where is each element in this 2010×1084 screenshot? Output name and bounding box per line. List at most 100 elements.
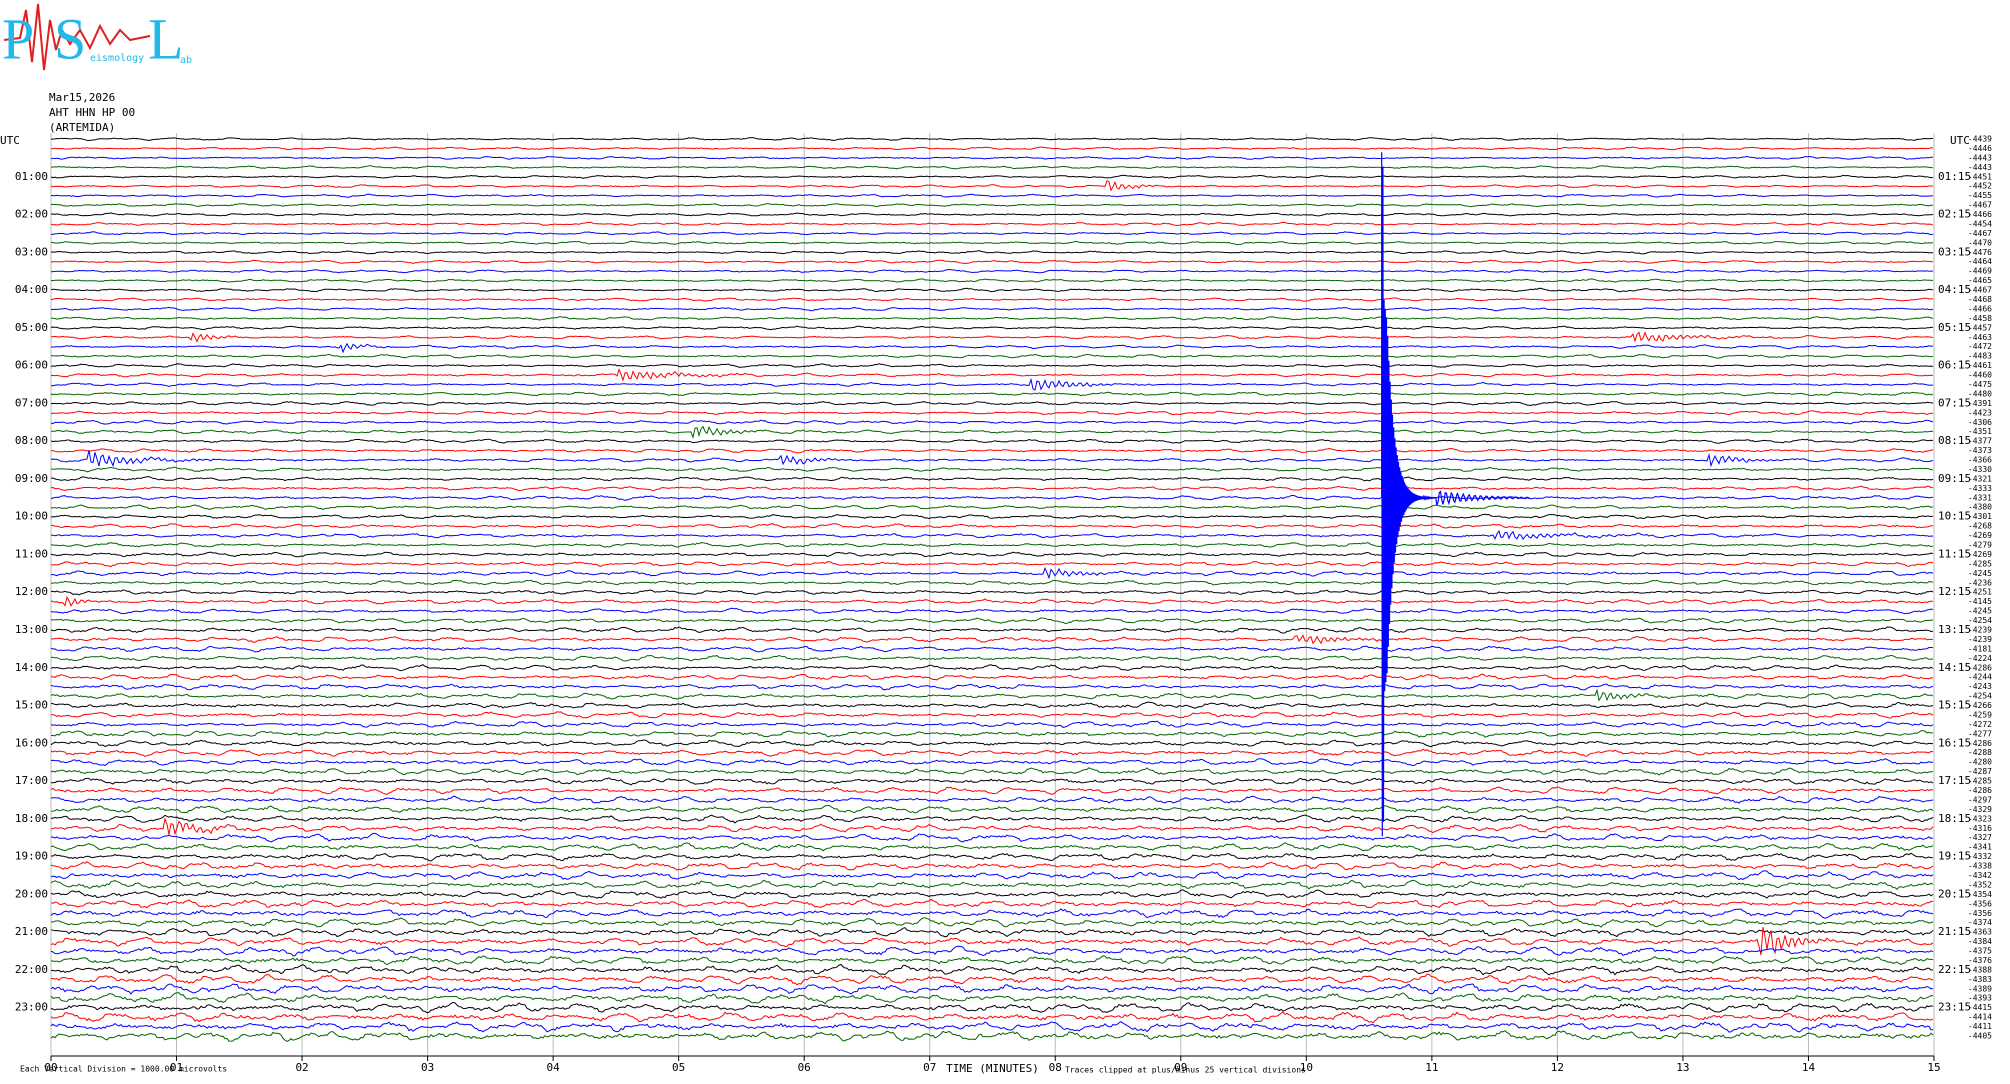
trace [50, 278, 1933, 283]
trace [50, 1011, 1934, 1024]
trace [50, 513, 1934, 520]
trace-offset: -4259 [1968, 710, 1992, 719]
trace-offset: -4279 [1968, 541, 1992, 550]
trace [51, 353, 1934, 359]
trace-offset: -4341 [1968, 843, 1992, 852]
trace [50, 720, 1934, 728]
trace [50, 551, 1934, 558]
row-time-label: 02:00 [15, 208, 48, 221]
row-time-label: 18:15 [1938, 812, 1971, 825]
trace [50, 927, 1934, 938]
trace-offset: -4277 [1968, 729, 1992, 738]
row-time-label: 04:15 [1938, 283, 1971, 296]
trace [50, 542, 1934, 548]
trace-offset: -4297 [1968, 795, 1992, 804]
row-time-label: 20:15 [1938, 887, 1971, 900]
row-time-label: 04:00 [15, 283, 48, 296]
trace [50, 529, 1934, 541]
row-time-label: 11:15 [1938, 547, 1971, 560]
logo: P S L eismology ab [2, 3, 192, 71]
row-time-label: 02:15 [1938, 208, 1971, 221]
trace-offset: -4475 [1968, 380, 1992, 389]
trace [50, 805, 1934, 814]
trace [51, 447, 1934, 454]
trace-offset: -4352 [1968, 880, 1992, 889]
logo-small: ab [180, 55, 192, 66]
trace [50, 203, 1933, 208]
row-time-label: 19:15 [1938, 850, 1971, 863]
row-time-label: 11:00 [15, 547, 48, 560]
trace [50, 287, 1934, 293]
trace [50, 363, 1934, 368]
trace-offset: -4463 [1968, 333, 1992, 342]
trace-offset: -4411 [1968, 1022, 1992, 1031]
trace [50, 476, 1934, 482]
trace-offset: -4376 [1968, 956, 1992, 965]
trace [50, 466, 1934, 473]
trace-offset: -4285 [1968, 777, 1992, 786]
trace-offset: -4454 [1968, 219, 1992, 228]
trace [51, 331, 1934, 343]
row-time-label: 07:00 [15, 396, 48, 409]
row-time-label: 21:00 [15, 925, 48, 938]
trace-offset: -4351 [1968, 427, 1992, 436]
trace [50, 342, 1934, 354]
trace-offset: -4251 [1968, 588, 1992, 597]
row-time-label: 06:00 [15, 359, 48, 372]
row-time-label: 22:15 [1938, 963, 1971, 976]
trace-offset: -4393 [1968, 994, 1992, 1003]
row-time-label: 16:00 [15, 736, 48, 749]
trace-offset: -4239 [1968, 625, 1992, 634]
trace [50, 566, 1934, 580]
trace-offset: -4452 [1968, 182, 1992, 191]
row-time-label: 07:15 [1938, 396, 1971, 409]
trace [50, 626, 1934, 634]
x-tick-label: 15 [1927, 1061, 1940, 1074]
trace [50, 1030, 1934, 1042]
trace-offset: -4268 [1968, 522, 1992, 531]
trace-offset: -4285 [1968, 559, 1992, 568]
trace [50, 560, 1934, 568]
trace-offset: -4244 [1968, 673, 1992, 682]
trace [50, 306, 1934, 312]
row-time-label: 01:00 [15, 170, 48, 183]
row-time-label: 08:00 [15, 434, 48, 447]
trace [51, 730, 1934, 738]
trace [50, 485, 1933, 492]
plot: 00 01 02 03 04 05 06 07 08 09 10 11 12 13 14 15 TIME (MI… [0, 133, 1992, 1075]
trace [50, 817, 1934, 836]
trace [50, 212, 1934, 217]
row-time-label: 15:15 [1938, 699, 1971, 712]
trace-offset: -4451 [1968, 172, 1992, 181]
trace [51, 165, 1934, 170]
row-time-label: 08:15 [1938, 434, 1971, 447]
trace [50, 391, 1934, 397]
trace [50, 908, 1934, 919]
trace [50, 377, 1934, 391]
station: AHT HHN HP 00 [49, 106, 135, 119]
trace-offset: -4476 [1968, 248, 1992, 257]
row-time-label: 03:15 [1938, 245, 1971, 258]
trace [50, 250, 1934, 255]
row-time-label: 23:15 [1938, 1001, 1971, 1014]
x-tick-label: 04 [547, 1061, 561, 1074]
trace [50, 983, 1934, 995]
trace [50, 221, 1934, 227]
trace-offset: -4269 [1968, 550, 1992, 559]
right-axis-label: UTC [1950, 134, 1970, 147]
row-time-label: 05:00 [15, 321, 48, 334]
trace-offset: -4288 [1968, 748, 1992, 757]
trace [50, 316, 1934, 321]
row-time-label: 19:00 [15, 850, 48, 863]
trace-offset: -4443 [1968, 153, 1992, 162]
trace [50, 955, 1934, 966]
trace [50, 963, 1934, 976]
trace [50, 410, 1934, 416]
trace-offset: -4243 [1968, 682, 1992, 691]
row-time-label: 10:15 [1938, 510, 1971, 523]
trace [51, 814, 1934, 824]
trace-offset: -4356 [1968, 899, 1992, 908]
trace [50, 523, 1934, 529]
x-tick-label: 08 [1049, 1061, 1062, 1074]
